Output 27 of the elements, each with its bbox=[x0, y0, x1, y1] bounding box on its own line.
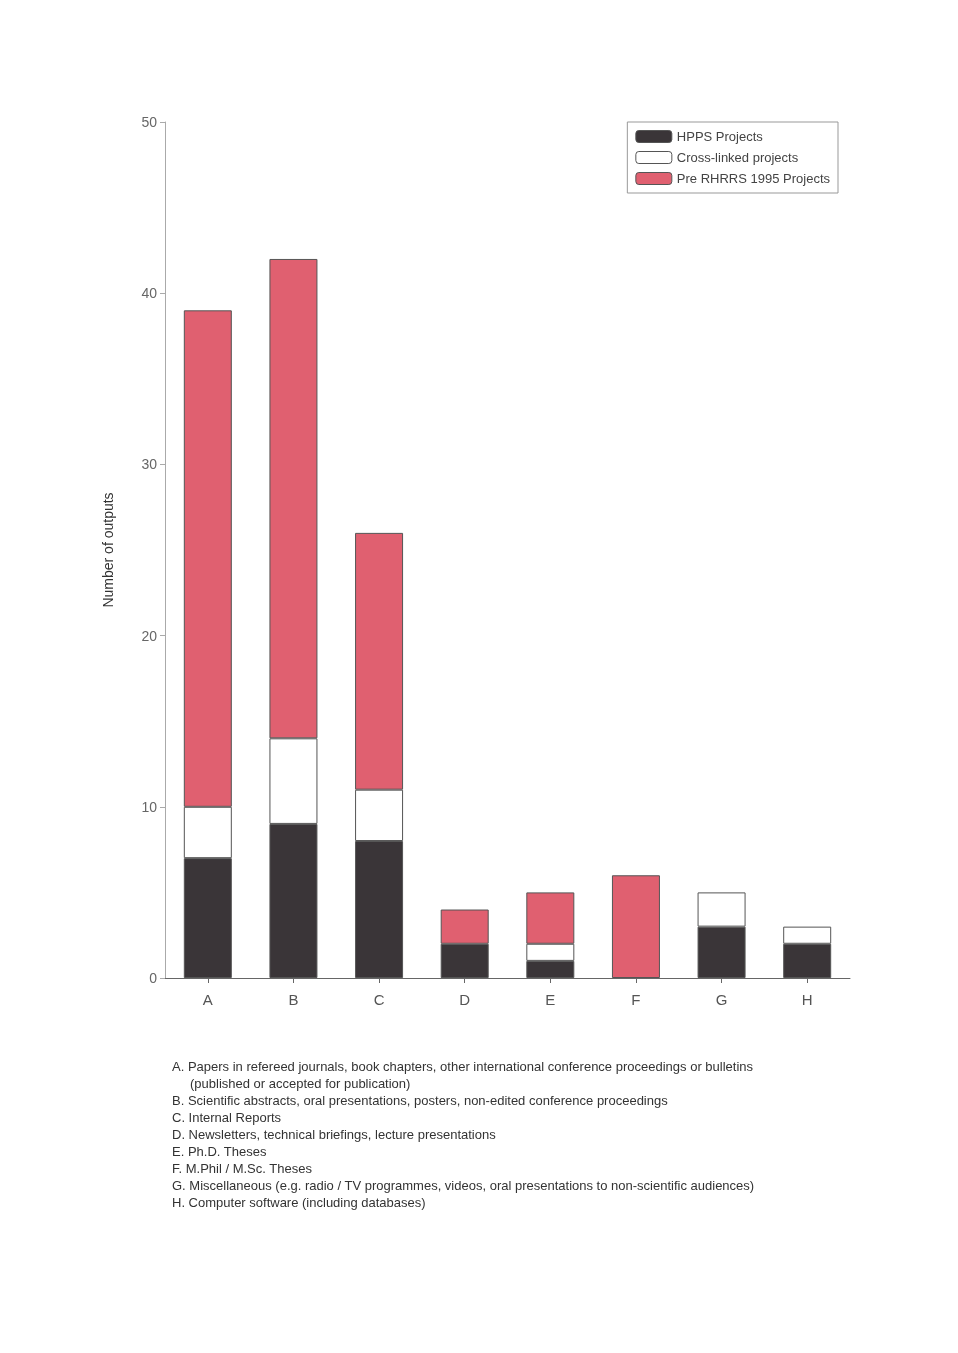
y-tick-label: 30 bbox=[141, 456, 158, 473]
x-tick-label: G bbox=[715, 991, 728, 1008]
y-tick-label: 40 bbox=[141, 285, 158, 302]
x-tick-label: C bbox=[373, 991, 385, 1008]
x-tick-label: F bbox=[631, 991, 641, 1008]
text: H. Computer software (including databases) bbox=[172, 1194, 427, 1211]
text: F. M.Phil / M.Sc. Theses bbox=[172, 1160, 313, 1177]
legend-label: HPPS Projects bbox=[676, 129, 764, 144]
legend-label: Pre RHRRS 1995 Projects bbox=[676, 171, 831, 186]
y-tick-label: 10 bbox=[141, 798, 158, 815]
x-tick-label: D bbox=[459, 991, 471, 1008]
y-tick-label: 0 bbox=[149, 970, 158, 986]
text: E. Ph.D. Theses bbox=[172, 1143, 268, 1160]
bar bbox=[611, 875, 660, 978]
x-tick-label: H bbox=[801, 991, 813, 1008]
y-axis-title: Number of outputs bbox=[100, 492, 116, 608]
y-tick-label: 20 bbox=[141, 627, 158, 644]
text: G. Miscellaneous (e.g. radio / TV programmes, videos, oral presentations to non-scientific audiences) bbox=[172, 1177, 756, 1194]
text: C. Internal Reports bbox=[172, 1109, 283, 1126]
text: A. Papers in refereed journals, book chapters, other international conference proceedings or bulletins (published or accepted for publication) bbox=[172, 1058, 754, 1092]
y-tick-label: 50 bbox=[141, 114, 158, 130]
legend-label: Cross-linked projects bbox=[676, 150, 799, 165]
x-tick-label: E bbox=[545, 991, 556, 1008]
x-tick-label: A bbox=[202, 991, 213, 1008]
x-tick-label: B bbox=[288, 991, 299, 1008]
text: D. Newsletters, technical briefings, lecture presentations bbox=[172, 1126, 497, 1143]
text: B. Scientific abstracts, oral presentations, posters, non-edited conference proceedings bbox=[172, 1092, 669, 1109]
